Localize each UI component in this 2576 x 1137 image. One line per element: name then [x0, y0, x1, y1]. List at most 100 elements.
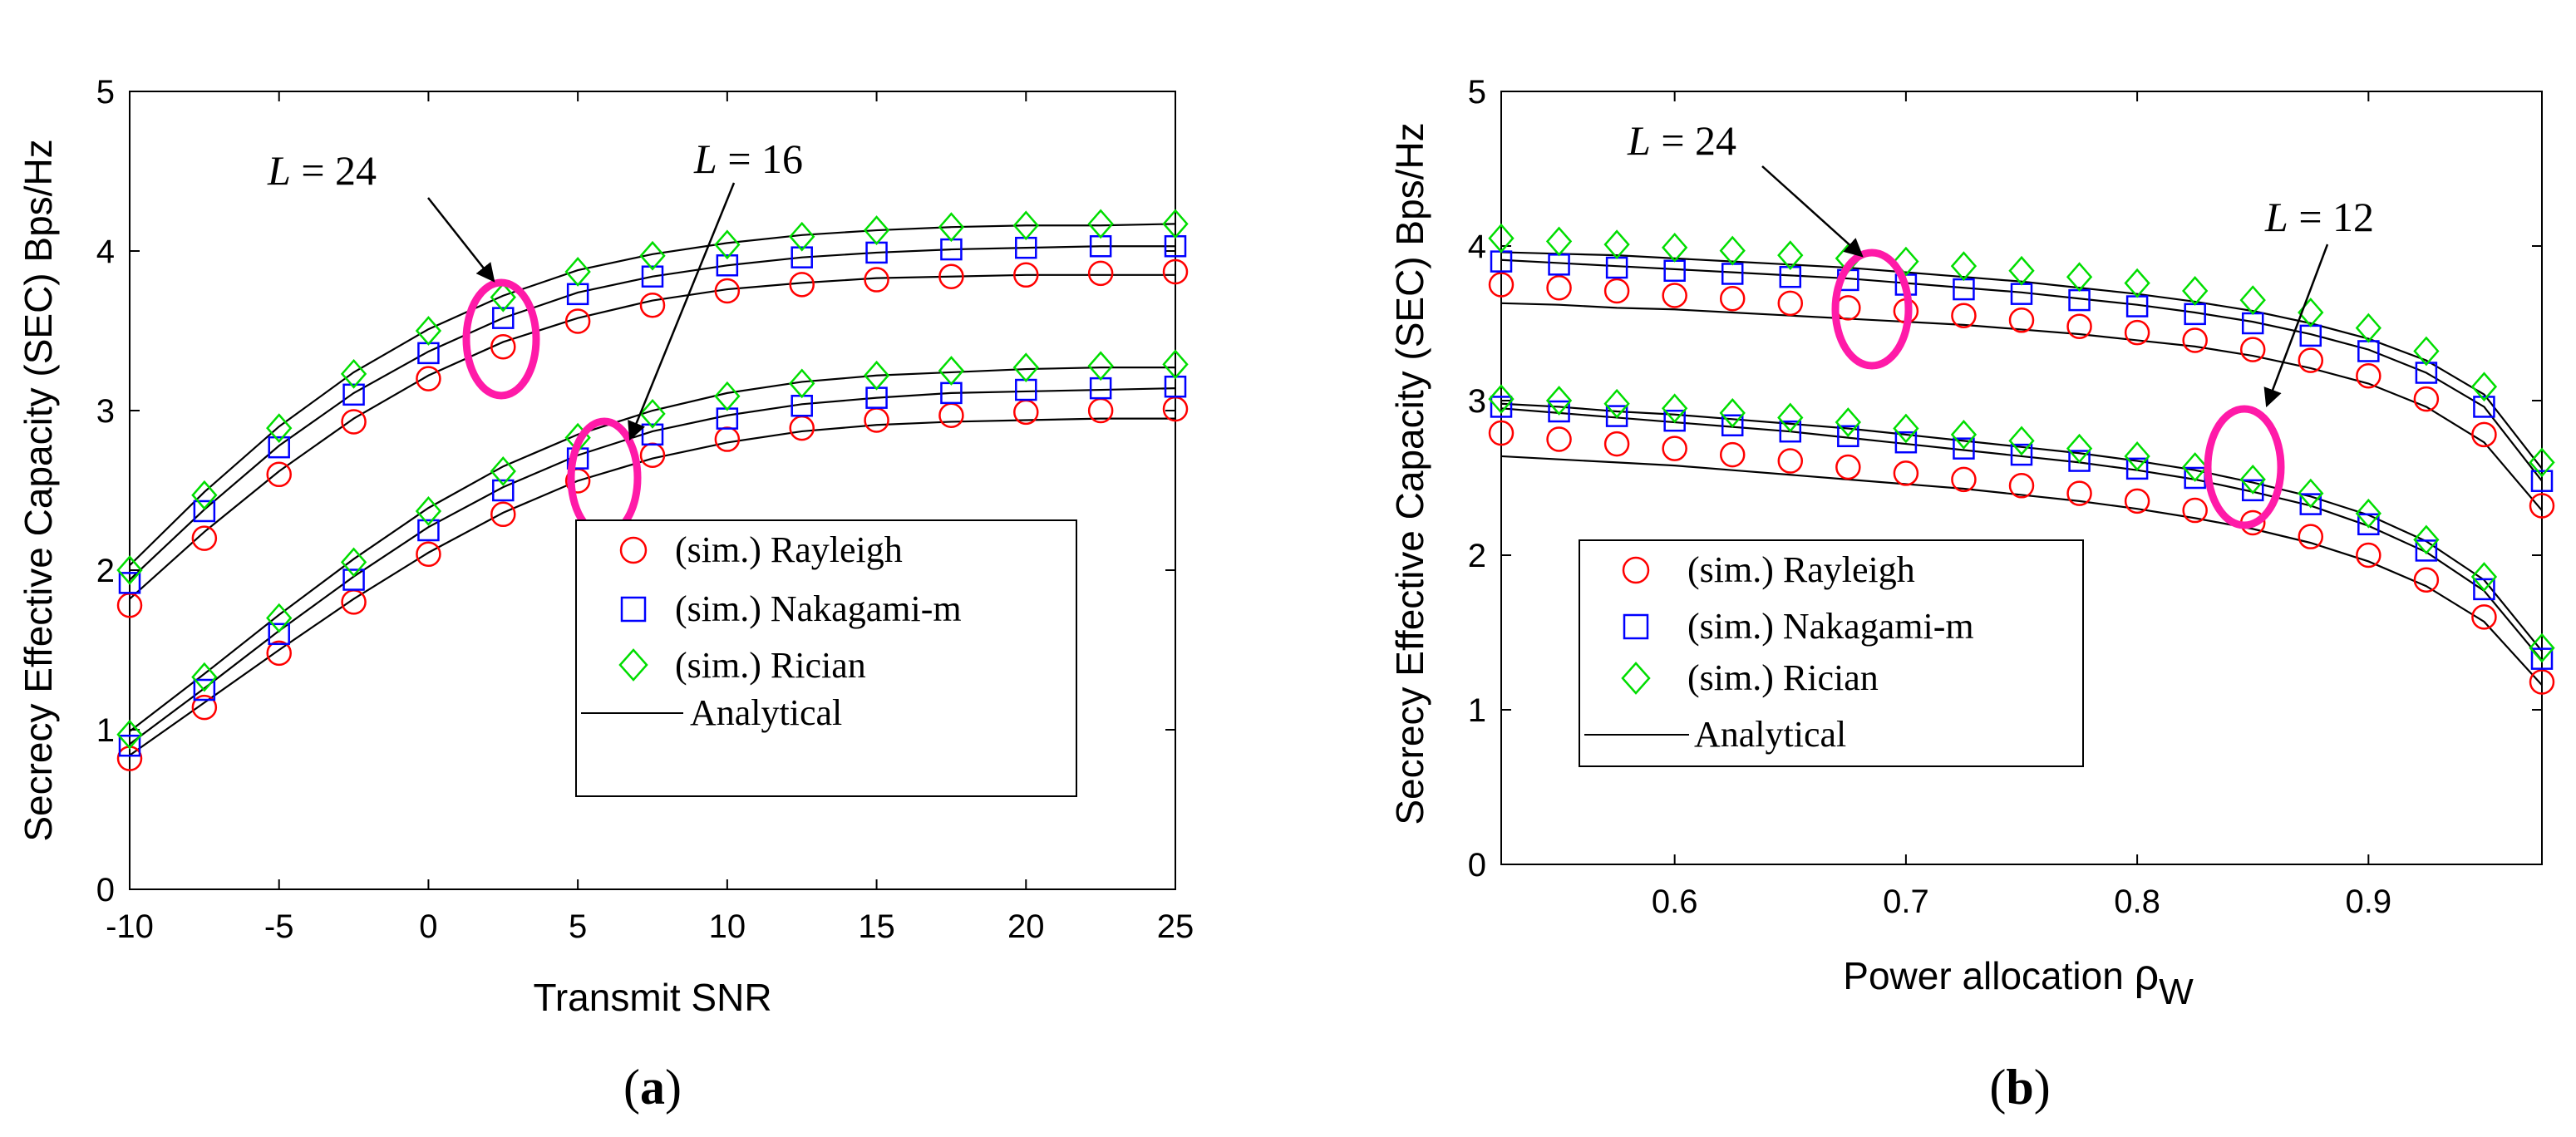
analytical-line [1500, 258, 2543, 482]
x-tick-label: 0 [419, 908, 437, 945]
rayleigh-point [416, 366, 441, 391]
legend-label-nakagami-b: (sim.) Nakagami-m [1687, 606, 1974, 647]
rician-point [1087, 209, 1114, 239]
rayleigh-point [1162, 258, 1189, 285]
y-tick-label: 5 [1468, 74, 1486, 111]
y-tick-label: 3 [1468, 383, 1486, 420]
rayleigh-point [639, 293, 666, 318]
nakagami-point [2299, 493, 2322, 515]
rayleigh-point [2182, 497, 2208, 524]
arrow-l16-a [628, 182, 736, 441]
nakagami-point [1779, 420, 1802, 443]
analytical-line [129, 245, 1175, 581]
nakagami-point [268, 436, 290, 459]
annotation-l12-b: L = 12 [2264, 194, 2374, 240]
rician-point [1603, 229, 1630, 260]
x-tick-label: -10 [106, 908, 154, 945]
rayleigh-point [1951, 303, 1977, 328]
rayleigh-point [1777, 448, 1804, 474]
rayleigh-point [2356, 362, 2381, 389]
rayleigh-point [1546, 274, 1572, 301]
nakagami-point [2125, 457, 2149, 480]
nakagami-point [1721, 414, 1744, 437]
rayleigh-point [1603, 431, 1630, 457]
rician-point [2008, 426, 2035, 456]
arrow-l12-b [2263, 244, 2329, 408]
rician-point [1545, 386, 1573, 416]
rayleigh-point [564, 308, 591, 334]
nakagami-point [492, 307, 515, 329]
rician-point [714, 229, 741, 260]
x-axis-label-a: Transmit SNR [533, 976, 771, 1019]
rician-point [2355, 498, 2381, 529]
legend-label-analytical-a: Analytical [690, 692, 842, 733]
nakagami-point [2241, 479, 2264, 502]
analytical-line [129, 387, 1176, 746]
y-axis-label-b: Secrecy Effective Capacity (SEC) Bps/Hz [1388, 122, 1431, 824]
rician-point [1488, 223, 1515, 253]
x-tick-label: -5 [264, 908, 294, 945]
rician-point [340, 547, 367, 578]
rician-point [1719, 235, 1746, 266]
nakagami-point [1548, 400, 1570, 423]
y-tick-label: 2 [1468, 538, 1486, 574]
rician-point [564, 257, 591, 287]
rician-point [1662, 232, 1688, 263]
y-tick-label: 0 [96, 872, 115, 908]
rayleigh-point [714, 278, 741, 304]
analytical-line [1500, 455, 2543, 686]
nakagami-point [118, 572, 141, 594]
rayleigh-point [2066, 313, 2092, 339]
legend-a: (sim.) Rayleigh (sim.) Nakagami-m (sim.)… [575, 519, 1077, 797]
rayleigh-point [1087, 260, 1114, 287]
rayleigh-point [341, 409, 367, 435]
nakagami-point [716, 254, 739, 277]
rician-point [2066, 262, 2093, 293]
rayleigh-point [789, 272, 815, 298]
rician-point [1777, 402, 1804, 433]
rayleigh-point [1719, 441, 1746, 468]
analytical-line [1500, 251, 2543, 470]
rician-point [2529, 447, 2555, 478]
rayleigh-point [1488, 420, 1515, 446]
rayleigh-point [2066, 480, 2092, 506]
rician-point [938, 212, 965, 243]
y-tick-label: 2 [96, 553, 115, 589]
rician-point [2182, 276, 2209, 306]
rician-point [1087, 351, 1114, 381]
rician-point [2413, 524, 2440, 555]
rician-point [1162, 349, 1189, 380]
nakagami-point [342, 568, 365, 591]
x-tick-label: 5 [569, 908, 587, 945]
rayleigh-point [1951, 466, 1977, 493]
rician-point [639, 240, 666, 271]
rayleigh-point [1488, 272, 1515, 298]
legend-box-a [575, 519, 1077, 797]
nakagami-point [193, 678, 216, 701]
rician-point [191, 662, 218, 692]
legend-box-b [1579, 539, 2084, 767]
rayleigh-point [1013, 262, 1039, 288]
rician-point [863, 215, 890, 245]
nakagami-point [1894, 431, 1918, 454]
x-ticks-a: -10 -5 0 5 10 15 20 25 [106, 91, 1194, 945]
rician-point [2470, 562, 2498, 592]
rayleigh-point [1662, 436, 1687, 461]
rayleigh-point [490, 501, 516, 528]
rician-point [789, 221, 815, 252]
legend-marker-rician-b [1621, 662, 1651, 695]
analytical-line [1500, 302, 2543, 511]
nakagami-point [2530, 647, 2554, 670]
rician-point [1719, 397, 1746, 428]
rician-point [2298, 478, 2324, 509]
annotation-l24-b-value: 24 [1695, 117, 1736, 164]
annotation-l24-b: L = 24 [1627, 117, 1736, 164]
rayleigh-point [2008, 308, 2035, 333]
rician-point [2470, 372, 2498, 402]
x-axis-label-b-subscript: W [2159, 972, 2194, 1012]
legend-marker-rayleigh-a [619, 536, 648, 564]
rayleigh-point [2529, 493, 2555, 519]
rician-point [1162, 209, 1189, 239]
rayleigh-point [2471, 421, 2497, 448]
